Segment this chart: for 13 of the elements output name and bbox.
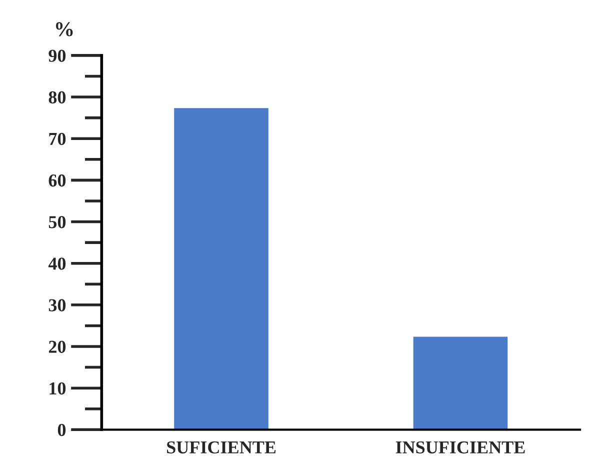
y-tick-label: 70 xyxy=(49,132,66,146)
x-tick-label: SUFICIENTE xyxy=(167,441,276,454)
y-tick-label: 40 xyxy=(48,258,66,270)
y-tick-label: 80 xyxy=(48,91,66,104)
y-tick-label: 0 xyxy=(58,424,66,436)
y-tick-label: 10 xyxy=(50,382,66,395)
y-tick-label: 90 xyxy=(48,50,66,62)
y-tick-label: 50 xyxy=(48,216,66,228)
y-tick-label: 60 xyxy=(48,174,66,187)
y-tick-label: 30 xyxy=(48,299,66,312)
x-tick-label: INSUFICIENTE xyxy=(396,441,525,454)
y-tick-label: 20 xyxy=(48,340,66,353)
y-axis-title: % xyxy=(56,22,73,36)
